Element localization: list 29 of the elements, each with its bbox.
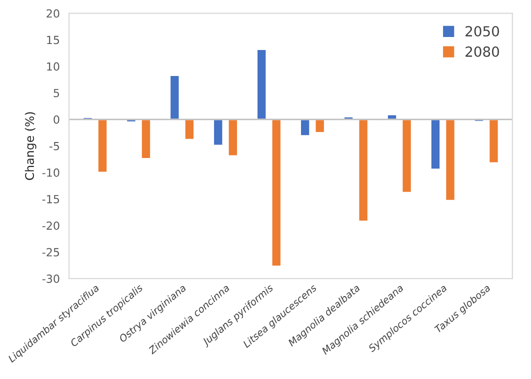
bar — [444, 118, 456, 202]
y-tick-label: 5 — [54, 88, 60, 98]
y-tick-label: 20 — [46, 9, 60, 18]
bar — [97, 118, 108, 174]
y-tick-label: 0 — [54, 115, 60, 124]
legend-label: 2080 — [466, 46, 499, 57]
y-tick-label: -5 — [49, 142, 60, 150]
y-tick-label: -25 — [42, 248, 60, 256]
legend-label: 2050 — [466, 26, 499, 37]
bar — [140, 118, 152, 160]
y-axis-title: Change (%) — [24, 112, 36, 180]
bar — [184, 118, 195, 140]
bar — [314, 118, 326, 134]
bar — [227, 118, 238, 157]
y-tick-label: 10 — [47, 62, 60, 71]
bar — [212, 118, 224, 146]
y-tick-label: -20 — [42, 221, 60, 230]
bar — [270, 118, 282, 268]
bar — [488, 118, 500, 164]
y-tick-label: -10 — [42, 168, 60, 177]
y-tick-label: -30 — [42, 274, 60, 283]
bar — [300, 118, 311, 137]
bar — [401, 118, 412, 194]
y-tick-label: -15 — [42, 195, 60, 204]
y-tick-label: 15 — [47, 36, 60, 44]
bar — [256, 48, 268, 120]
bar — [430, 118, 441, 170]
bar — [358, 118, 369, 222]
bar — [169, 74, 180, 120]
